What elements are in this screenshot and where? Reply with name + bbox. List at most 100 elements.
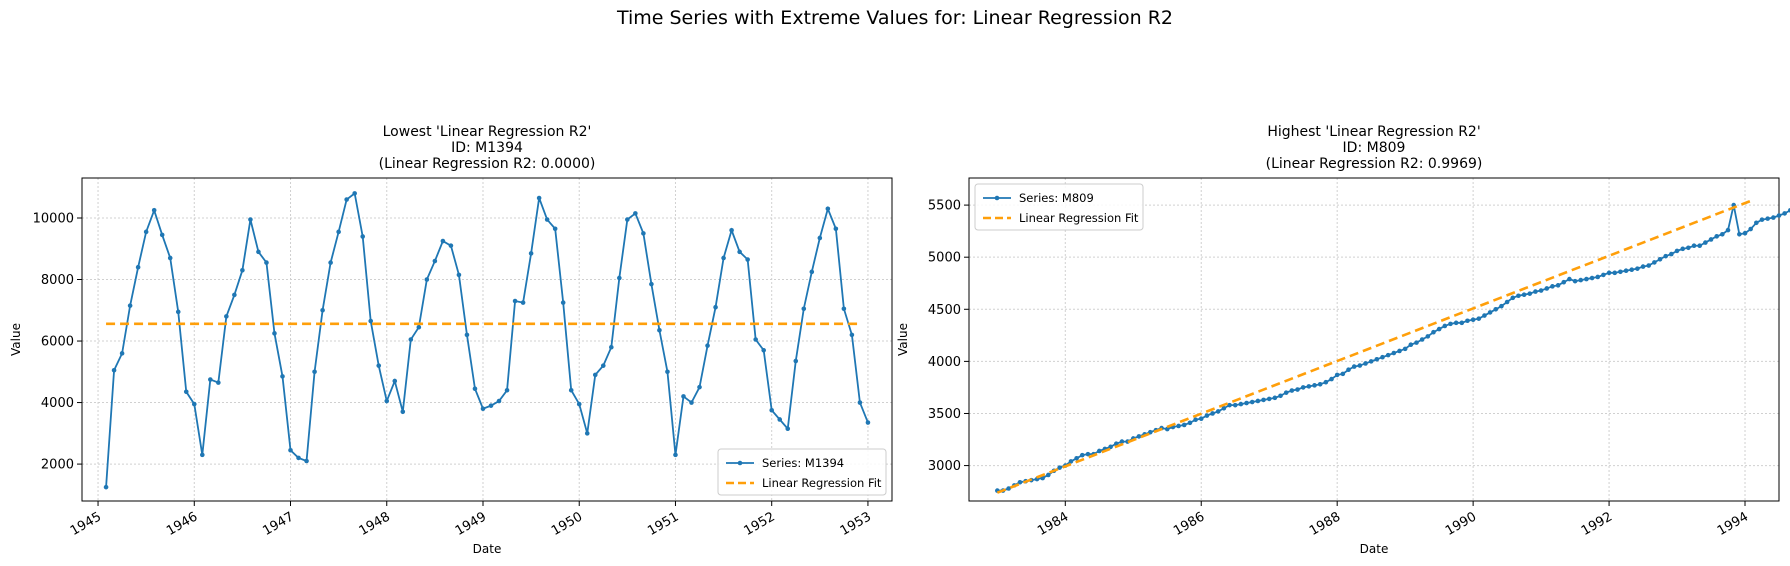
data-point: [1436, 326, 1442, 332]
data-point: [1697, 243, 1702, 249]
x-tick-label: 1992: [1579, 509, 1615, 539]
data-point: [1601, 272, 1606, 278]
data-point: [1482, 313, 1487, 318]
y-tick-label: 2000: [41, 458, 74, 473]
data-point: [272, 331, 277, 336]
data-point: [1725, 227, 1731, 233]
data-point: [568, 387, 574, 393]
subplot-title-line: (Linear Regression R2: 0.9969): [1266, 156, 1483, 172]
data-point: [1459, 320, 1465, 326]
data-point: [344, 197, 349, 202]
data-point: [857, 400, 863, 405]
plot-frame: [81, 177, 893, 502]
data-point: [1674, 248, 1680, 254]
data-point: [1595, 274, 1601, 280]
data-point: [1776, 213, 1782, 218]
data-point: [1618, 269, 1623, 275]
x-tick-label: 1953: [838, 509, 874, 539]
data-point: [400, 409, 406, 415]
legend-label: Series: M1394: [762, 456, 844, 470]
data-point: [159, 232, 165, 238]
data-point: [248, 217, 253, 222]
data-point: [456, 272, 462, 278]
data-point: [1119, 439, 1125, 444]
data-point: [288, 447, 293, 453]
data-point: [697, 384, 702, 390]
data-point: [1181, 422, 1187, 428]
data-point: [1085, 451, 1091, 457]
data-point: [1357, 363, 1363, 368]
plot-frame: [968, 177, 1780, 502]
data-point: [1261, 397, 1266, 403]
data-point: [368, 318, 374, 324]
x-tick-label: 1950: [549, 509, 585, 539]
x-axis-label: Date: [1360, 542, 1389, 556]
data-point: [1465, 318, 1470, 324]
data-point: [1759, 217, 1765, 222]
data-point: [1476, 316, 1482, 321]
data-point: [865, 420, 871, 425]
data-point: [520, 300, 526, 305]
data-point: [1068, 459, 1074, 464]
x-tick-label: 1984: [1035, 509, 1071, 539]
x-tick-label: 1952: [742, 509, 778, 539]
data-point: [424, 277, 430, 282]
data-point: [1164, 426, 1170, 432]
data-point: [1283, 390, 1289, 395]
data-point: [111, 367, 117, 373]
data-point: [1198, 416, 1204, 421]
data-point: [1714, 234, 1719, 239]
data-point: [1680, 246, 1686, 252]
data-point: [199, 452, 205, 458]
legend-label: Linear Regression Fit: [1019, 211, 1139, 225]
data-point: [1227, 402, 1232, 408]
data-point: [793, 358, 799, 364]
data-point: [1572, 278, 1578, 284]
data-point: [681, 394, 686, 399]
data-point: [625, 217, 630, 222]
y-tick-label: 6000: [41, 335, 74, 350]
data-point: [1232, 402, 1238, 408]
data-point: [777, 417, 783, 422]
data-point: [224, 314, 229, 319]
data-point: [1017, 479, 1023, 485]
data-point: [103, 484, 109, 490]
data-point: [1550, 284, 1555, 289]
subplot-title-line: ID: M809: [1343, 140, 1406, 156]
data-point: [1425, 334, 1431, 339]
y-tick-label: 10000: [33, 211, 74, 226]
data-point: [673, 452, 678, 458]
data-point: [183, 389, 189, 395]
data-point: [143, 229, 149, 235]
data-point: [1748, 226, 1753, 232]
data-point: [1204, 413, 1210, 418]
data-point: [1771, 215, 1776, 220]
data-point: [264, 260, 269, 265]
data-point: [1006, 486, 1011, 491]
data-point: [1272, 395, 1278, 401]
data-point: [745, 257, 750, 262]
data-point: [480, 406, 486, 412]
y-tick-label: 3500: [928, 407, 961, 422]
data-point: [1351, 364, 1357, 369]
data-point: [240, 267, 245, 273]
data-point: [713, 304, 718, 310]
data-point: [1623, 268, 1629, 274]
data-point: [1453, 320, 1459, 326]
data-point: [216, 380, 221, 385]
data-point: [1193, 417, 1198, 423]
data-point: [1334, 372, 1340, 378]
data-point: [440, 238, 446, 244]
data-point: [1289, 388, 1295, 393]
legend-swatch-marker: [737, 460, 743, 466]
data-point: [1606, 270, 1612, 276]
data-point: [167, 255, 173, 261]
data-point: [1221, 405, 1227, 411]
data-point: [1629, 267, 1635, 272]
data-point: [1074, 455, 1079, 461]
data-point: [649, 281, 654, 287]
y-tick-label: 4500: [928, 303, 961, 318]
data-point: [175, 309, 181, 315]
data-point: [841, 306, 847, 312]
data-point: [1408, 342, 1414, 348]
